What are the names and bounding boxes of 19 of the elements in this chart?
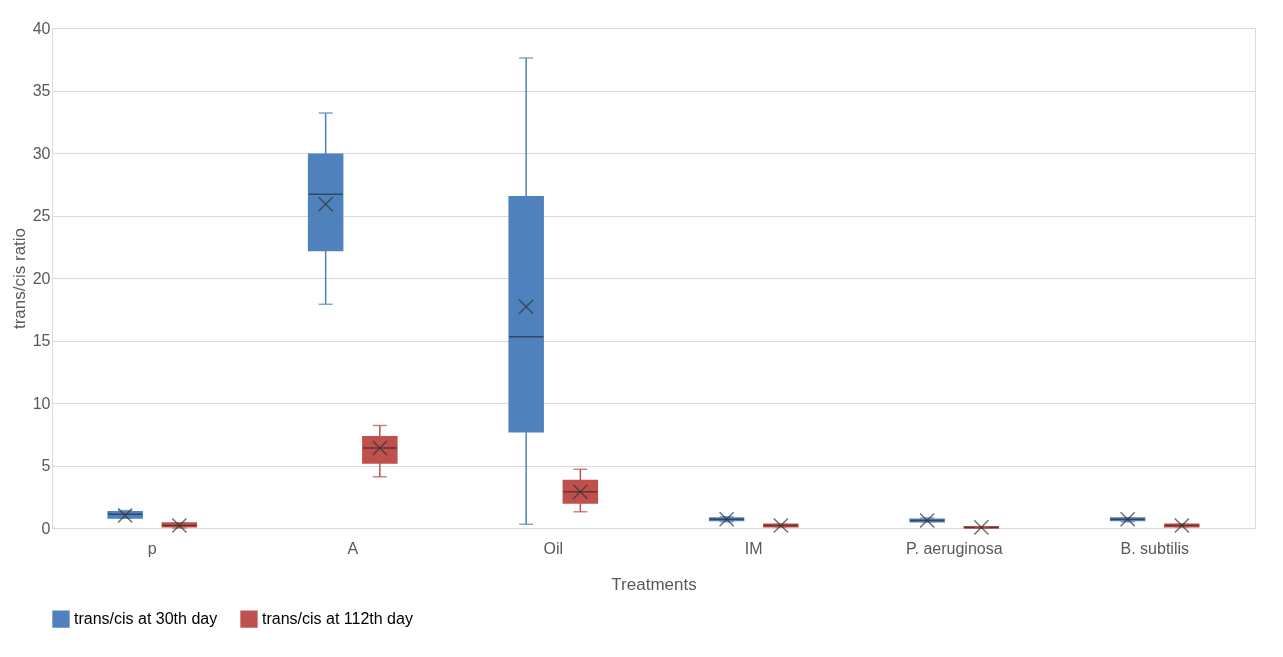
y-tick-label: 20 bbox=[32, 269, 51, 287]
x-tick-label: B. subtilis bbox=[1120, 539, 1189, 557]
y-tick-label: 5 bbox=[41, 457, 51, 474]
y-tick-label: 30 bbox=[32, 144, 51, 162]
legend-label: trans/cis at 30th day bbox=[74, 610, 218, 628]
y-axis-title: trans/cis ratio bbox=[9, 227, 29, 330]
x-tick-label: IM bbox=[744, 539, 763, 557]
y-tick-label: 35 bbox=[32, 82, 51, 99]
x-tick-label: p bbox=[147, 539, 157, 557]
y-tick-label: 10 bbox=[32, 394, 51, 412]
x-axis-title: Treatments bbox=[611, 574, 697, 594]
x-tick-label: Oil bbox=[543, 539, 564, 557]
x-tick-label: A bbox=[347, 539, 359, 557]
y-tick-label: 0 bbox=[41, 519, 51, 537]
y-tick-label: 15 bbox=[32, 332, 51, 349]
legend-label: trans/cis at 112th day bbox=[262, 610, 413, 628]
x-tick-label: P. aeruginosa bbox=[905, 539, 1003, 557]
y-tick-label: 25 bbox=[32, 207, 51, 224]
y-tick-label: 40 bbox=[32, 19, 51, 37]
